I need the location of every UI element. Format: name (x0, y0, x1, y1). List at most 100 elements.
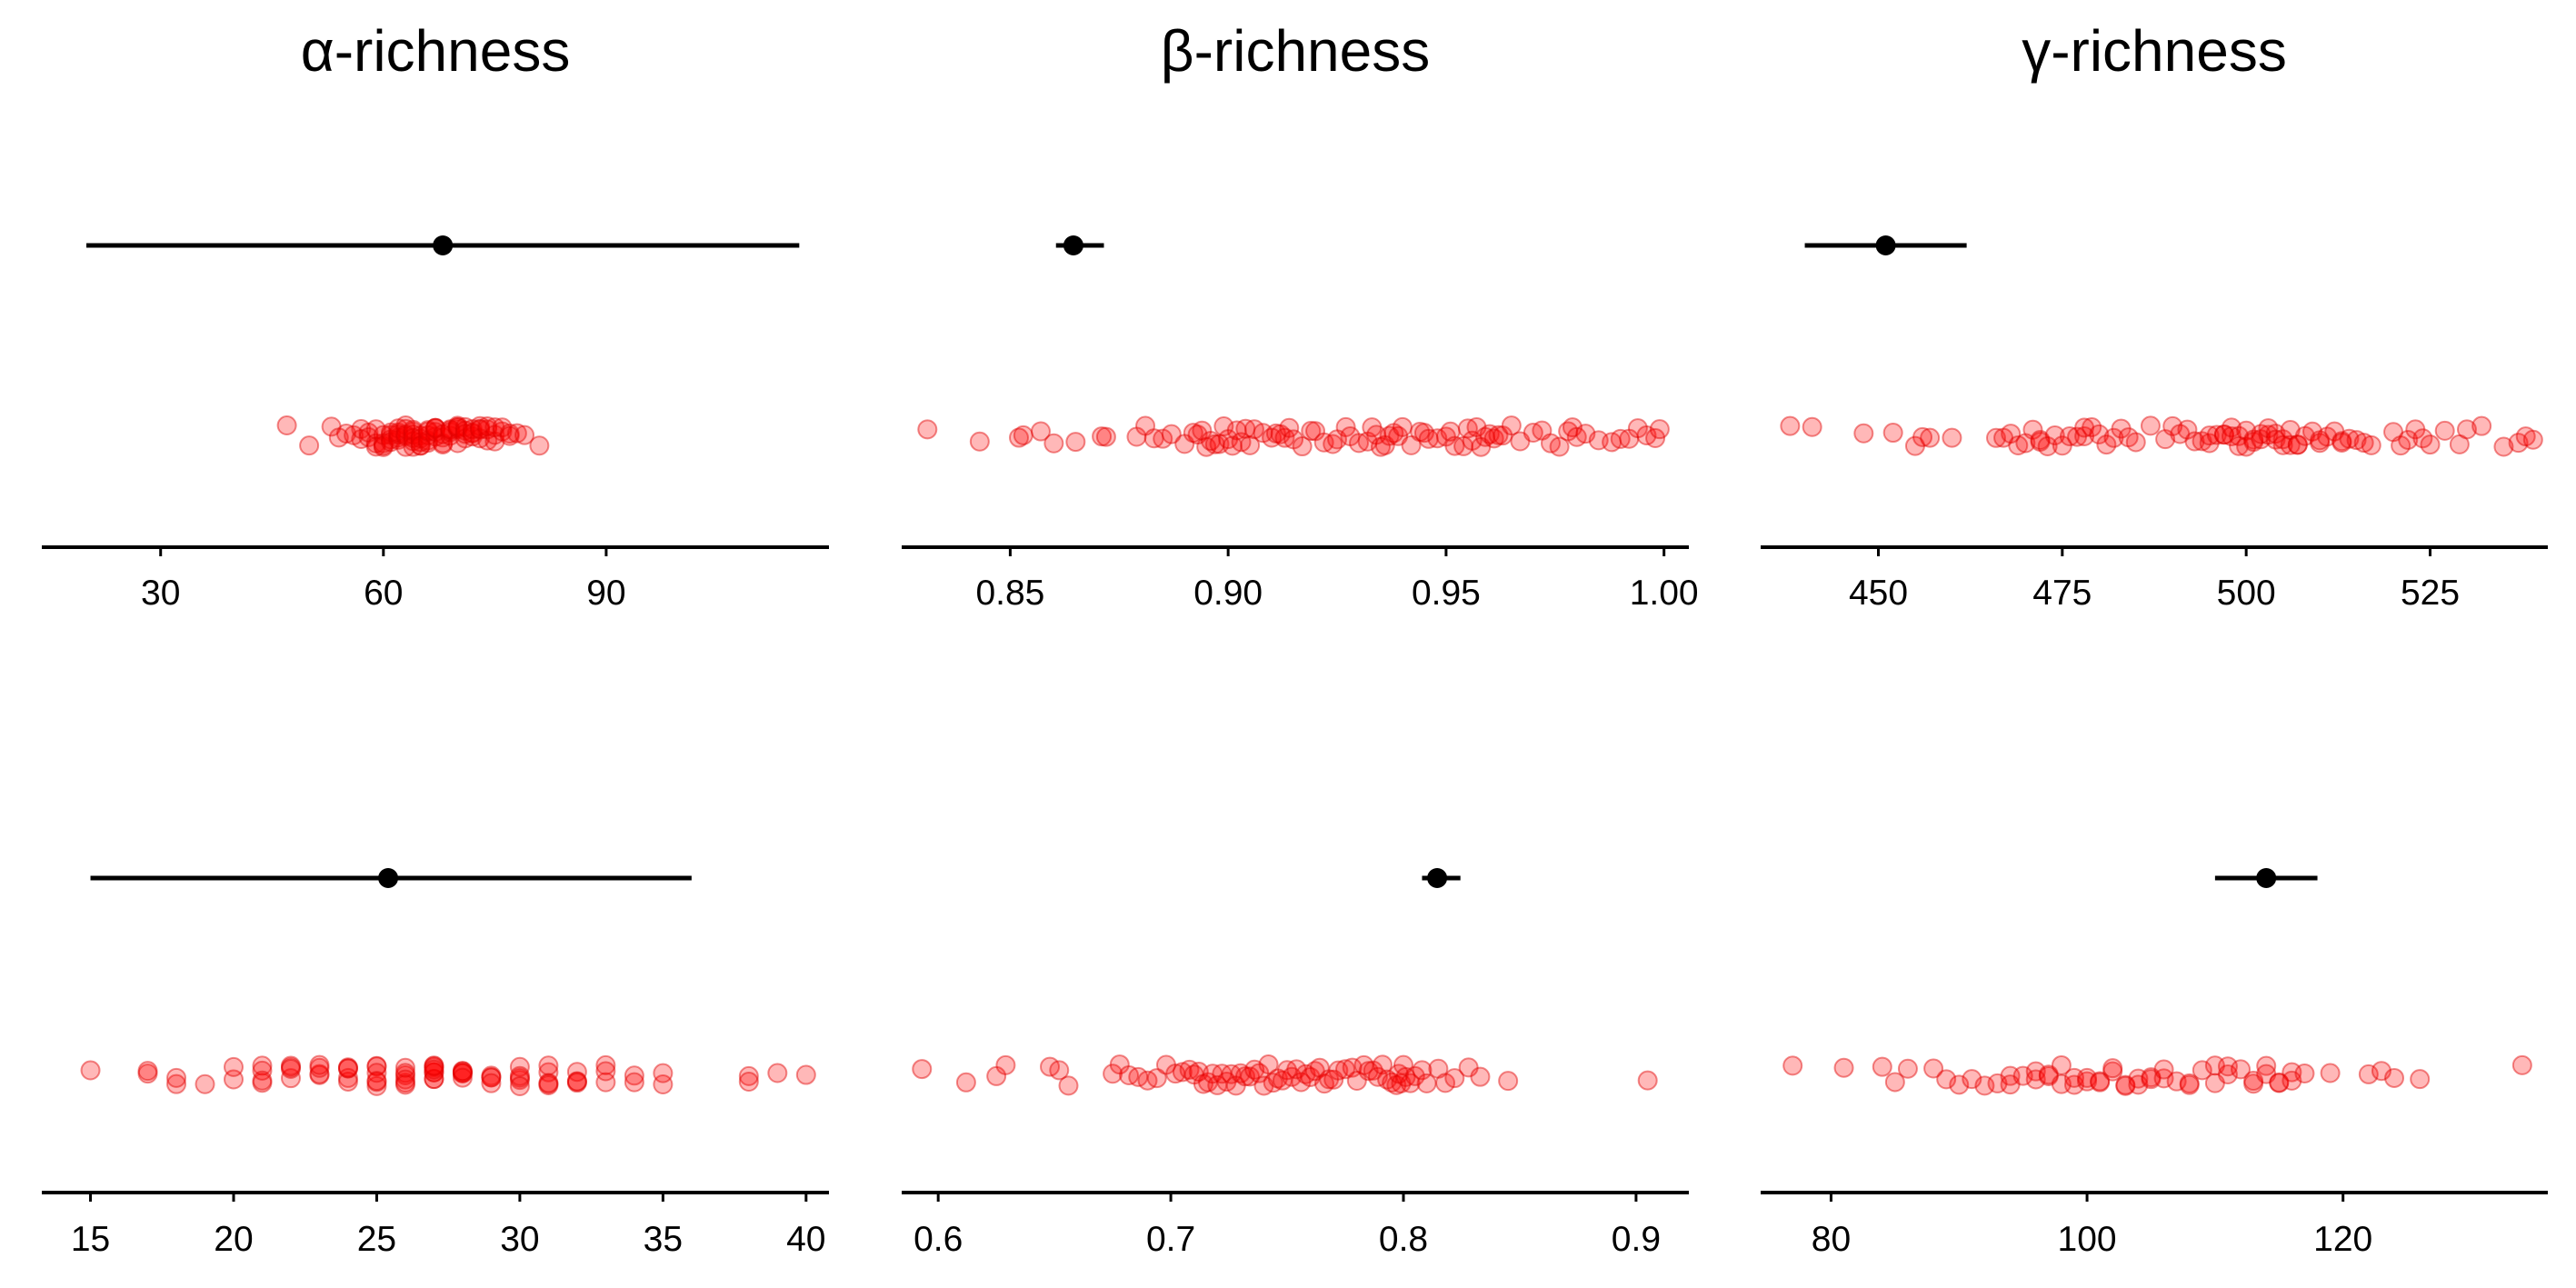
data-point (2155, 429, 2176, 450)
data-point (484, 424, 505, 445)
data-point (1291, 1072, 1312, 1093)
data-point (484, 417, 505, 438)
data-point (738, 1072, 759, 1093)
data-point (1401, 434, 1422, 455)
data-point (440, 425, 461, 446)
data-point (1993, 427, 2014, 448)
data-point (795, 1064, 816, 1085)
data-point (2012, 1065, 2033, 1086)
panel-1: α-richness 30 60 90 (42, 18, 829, 613)
data-point (2153, 1068, 2174, 1089)
data-point (2074, 417, 2095, 438)
data-point (366, 1072, 387, 1093)
data-point (1872, 1056, 1892, 1077)
data-point (1479, 424, 1500, 444)
x-tick-label: 30 (141, 574, 180, 613)
data-point (1212, 1063, 1233, 1084)
data-point (410, 435, 431, 456)
data-point (373, 435, 394, 456)
data-point (1987, 1073, 2008, 1093)
data-point (1627, 418, 1648, 439)
data-point (1444, 435, 1465, 456)
data-point (2256, 1055, 2277, 1076)
data-point (403, 431, 424, 452)
data-point (166, 1073, 187, 1094)
data-point (1427, 428, 1448, 449)
data-point (1782, 1055, 1803, 1076)
data-point (1282, 1066, 1303, 1087)
data-point (2162, 415, 2183, 436)
data-point (1346, 1071, 1367, 1092)
data-point (2089, 424, 2110, 444)
data-point (2063, 1074, 2084, 1095)
data-point (417, 430, 438, 451)
data-point (1043, 433, 1064, 454)
data-point (1301, 420, 1322, 441)
data-point (2059, 426, 2080, 447)
data-point (917, 419, 938, 440)
data-point (1198, 1072, 1219, 1093)
data-point (1802, 416, 1822, 437)
data-point (1305, 421, 1326, 442)
data-point (1193, 1073, 1213, 1094)
data-point (299, 435, 320, 456)
data-point (2353, 433, 2374, 454)
data-point (365, 436, 386, 457)
data-point (1483, 428, 1504, 449)
point-cloud (1780, 415, 2543, 457)
data-point (2217, 1064, 2238, 1085)
data-point (280, 1068, 301, 1089)
data-point (1400, 1073, 1421, 1093)
data-point (2256, 1063, 2277, 1084)
data-point (2128, 1068, 2149, 1089)
data-point (2118, 427, 2139, 448)
data-point (454, 416, 475, 437)
data-point (462, 423, 483, 444)
data-point (373, 436, 394, 457)
data-point (452, 1062, 473, 1083)
data-point (2008, 434, 2029, 455)
data-point (1466, 416, 1487, 437)
x-tick-label: 120 (2313, 1220, 2372, 1259)
data-point (1155, 1054, 1176, 1075)
data-point (440, 420, 461, 441)
data-point (738, 1065, 759, 1086)
data-point (1458, 1057, 1479, 1078)
data-point (1161, 424, 1182, 444)
data-point (337, 1071, 358, 1092)
data-point (1904, 435, 1925, 456)
data-point (1304, 1061, 1325, 1082)
data-point (2221, 417, 2242, 438)
data-point (1126, 426, 1147, 447)
data-point (447, 416, 468, 437)
data-point (1277, 1060, 1298, 1081)
point-cloud (80, 1054, 816, 1096)
data-point (424, 1055, 444, 1076)
data-point (1225, 1075, 1246, 1096)
data-point (223, 1069, 244, 1090)
data-point (1523, 422, 1543, 443)
data-point (2383, 422, 2404, 443)
data-point (2204, 1073, 2225, 1093)
data-point (509, 1075, 530, 1096)
data-point (2022, 419, 2043, 440)
data-point (351, 418, 372, 439)
data-point (1391, 1073, 1412, 1093)
data-point (1313, 432, 1334, 453)
data-point (1183, 1064, 1204, 1085)
data-point (470, 415, 491, 436)
data-point (2052, 435, 2072, 456)
data-point (2192, 1060, 2212, 1081)
data-point (2141, 1067, 2162, 1088)
data-point (403, 419, 424, 440)
data-point (1457, 418, 1478, 439)
point-cloud (912, 1054, 1658, 1096)
data-point (2281, 1062, 2302, 1083)
data-point (433, 434, 454, 454)
data-point (410, 428, 431, 449)
data-point (1962, 1069, 1982, 1090)
point-cloud (917, 415, 1670, 457)
data-point (388, 418, 409, 439)
data-point (166, 1067, 187, 1088)
data-point (2269, 1073, 2290, 1093)
